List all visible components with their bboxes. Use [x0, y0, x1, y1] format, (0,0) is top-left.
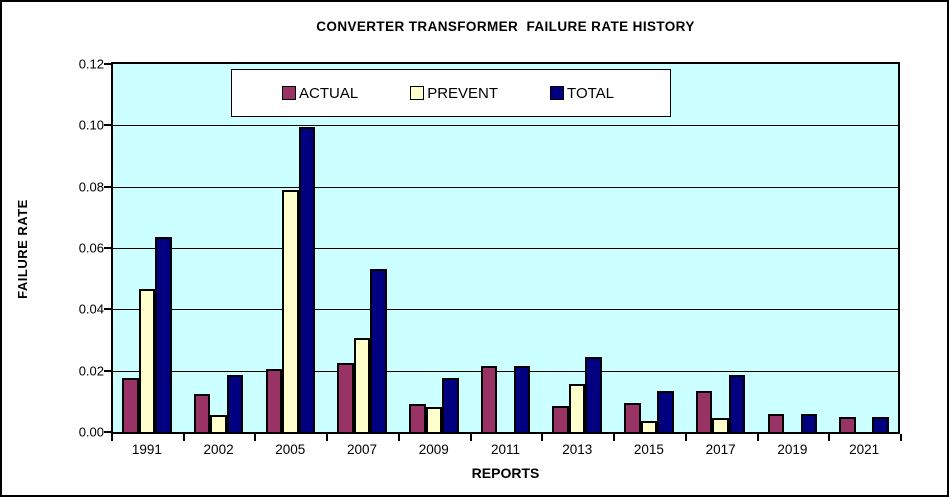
y-axis-title: FAILURE RATE: [15, 199, 30, 299]
y-axis-tick: [104, 247, 111, 249]
x-axis-label-2015: 2015: [633, 442, 664, 457]
x-axis-label-2011: 2011: [490, 442, 520, 457]
bar-total-2015: [657, 391, 674, 432]
y-axis-tick-label: 0.00: [78, 424, 104, 440]
legend: ACTUAL PREVENT TOTAL: [231, 69, 671, 117]
bar-total-2011: [513, 366, 531, 432]
legend-swatch-prevent-icon: [410, 86, 425, 100]
bar-prevent-2002: [210, 415, 227, 432]
plot-inner: [113, 64, 898, 432]
bar-actual-2005: [265, 369, 283, 432]
x-axis-label-2005: 2005: [275, 442, 306, 457]
x-axis-tick: [541, 434, 544, 441]
legend-item-actual: ACTUAL: [282, 85, 358, 102]
legend-item-prevent: PREVENT: [410, 85, 498, 102]
bar-prevent-2015: [640, 421, 658, 432]
bar-actual-2009: [409, 404, 426, 432]
x-axis-label-2009: 2009: [418, 442, 449, 457]
bar-actual-2015: [624, 403, 641, 432]
y-axis-tick-label: 0.06: [78, 240, 104, 256]
x-axis-label-1991: 1991: [131, 442, 162, 457]
bar-actual-2019: [767, 414, 785, 432]
x-axis-tick: [828, 434, 831, 441]
y-axis-tick: [104, 124, 111, 127]
bar-total-2013: [585, 357, 602, 432]
plot-area: [111, 62, 900, 434]
x-axis-label-2002: 2002: [203, 442, 234, 457]
legend-item-total: TOTAL: [550, 85, 614, 102]
x-axis-label-2017: 2017: [705, 442, 736, 457]
bar-total-2017: [728, 375, 746, 432]
y-axis-tick: [104, 308, 111, 311]
y-axis-tick-label: 0.02: [78, 363, 104, 379]
bar-actual-2013: [552, 406, 569, 432]
legend-label-total: TOTAL: [567, 84, 615, 102]
x-axis-label-2021: 2021: [849, 442, 880, 457]
x-axis-tick: [397, 434, 400, 441]
x-axis-tick: [254, 434, 257, 441]
bar-actual-2007: [337, 363, 354, 432]
bar-prevent-2007: [353, 338, 371, 432]
x-axis-tick: [111, 434, 113, 441]
gridline: [113, 370, 898, 372]
bar-prevent-1991: [138, 289, 156, 432]
bar-actual-1991: [122, 378, 139, 432]
gridline: [113, 125, 898, 127]
bar-total-2009: [442, 378, 459, 432]
x-axis-tick: [684, 434, 687, 441]
x-axis-tick: [900, 434, 902, 441]
x-axis-tick: [182, 434, 185, 441]
x-axis-title: REPORTS: [471, 465, 540, 481]
x-axis-label-2007: 2007: [347, 442, 378, 457]
chart-title: CONVERTER TRANSFORMER FAILURE RATE HISTO…: [316, 19, 695, 34]
legend-label-actual: ACTUAL: [299, 84, 359, 102]
gridline: [113, 186, 898, 188]
x-axis-tick: [469, 434, 472, 441]
x-axis-tick: [326, 434, 329, 441]
bar-total-2002: [226, 375, 244, 432]
y-axis-tick: [104, 63, 111, 65]
x-axis-label-2019: 2019: [777, 442, 808, 457]
legend-swatch-total-icon: [550, 86, 565, 100]
bar-actual-2017: [695, 391, 713, 432]
bar-actual-2011: [480, 366, 498, 432]
gridline: [113, 309, 898, 311]
gridline: [113, 248, 898, 249]
bar-actual-2021: [839, 417, 856, 432]
legend-label-prevent: PREVENT: [427, 84, 499, 102]
x-axis-tick: [756, 434, 759, 441]
legend-swatch-actual-icon: [282, 86, 296, 100]
y-axis-tick: [104, 431, 111, 433]
y-axis-tick: [104, 369, 111, 372]
y-axis-tick-label: 0.08: [78, 179, 104, 195]
bar-actual-2002: [193, 394, 211, 432]
bar-total-2005: [298, 127, 316, 432]
bar-total-2019: [800, 414, 818, 432]
bar-total-2021: [872, 417, 889, 432]
bar-total-2007: [370, 269, 387, 432]
bar-total-1991: [155, 237, 172, 432]
bar-prevent-2017: [712, 418, 729, 432]
x-axis-tick: [613, 434, 616, 441]
x-axis-label-2013: 2013: [562, 442, 593, 457]
bar-prevent-2005: [282, 190, 299, 432]
y-axis-tick-label: 0.10: [78, 117, 104, 133]
bar-prevent-2009: [425, 407, 443, 432]
y-axis-tick: [104, 185, 111, 188]
y-axis-tick-label: 0.12: [78, 56, 104, 72]
y-axis-tick-label: 0.04: [78, 301, 104, 317]
bar-prevent-2013: [568, 384, 586, 432]
